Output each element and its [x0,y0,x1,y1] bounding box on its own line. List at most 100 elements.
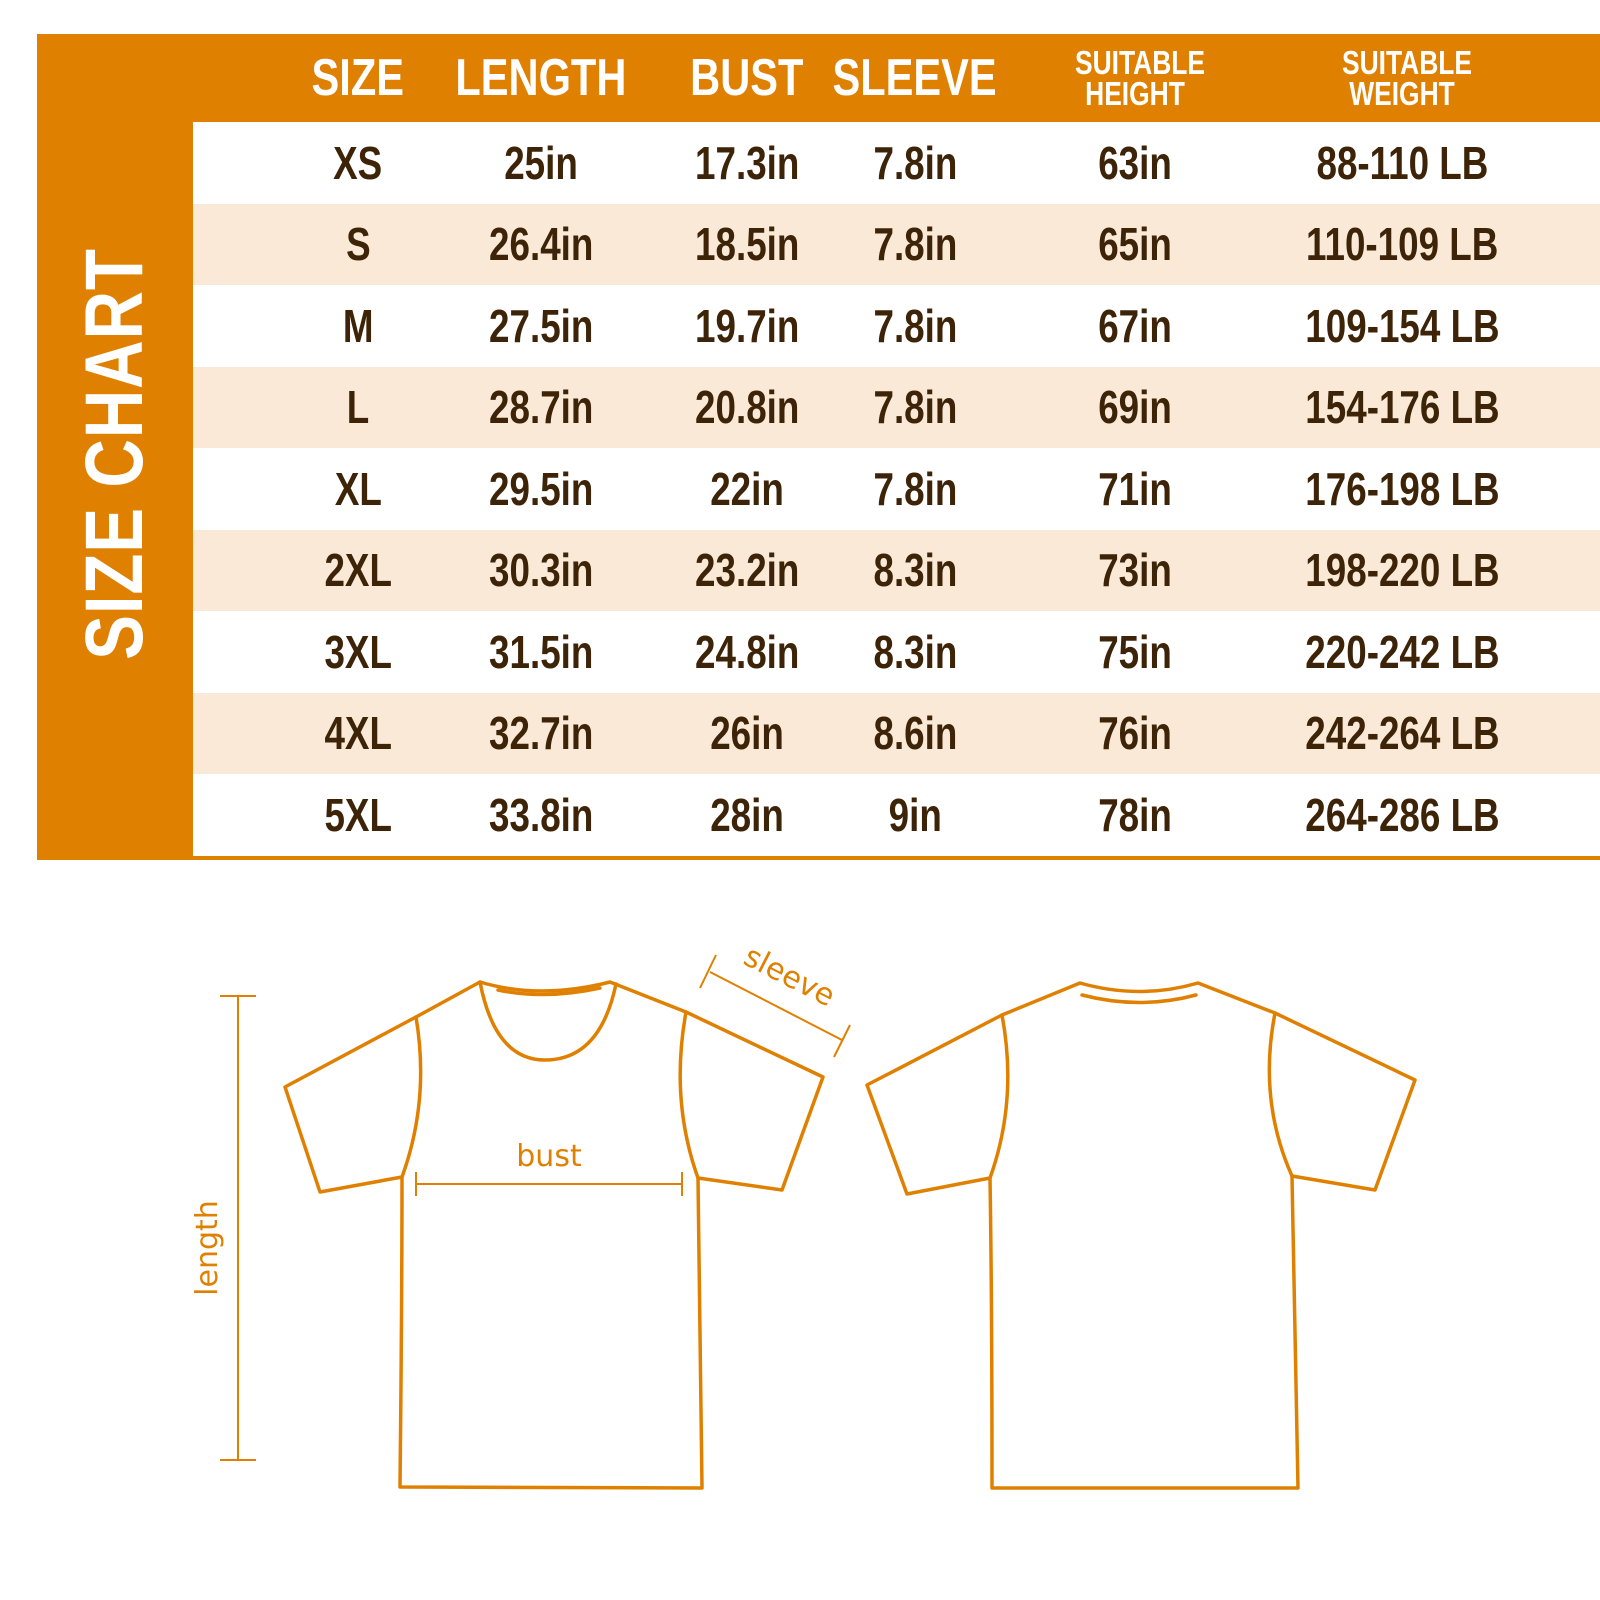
table-row: XS 25in 17.3in 7.8in 63in 88-110 LB [193,122,1600,204]
table-cell: 198-220 LB [1242,530,1562,612]
table-cell: 30.3in [441,530,641,612]
table-cell: 8.3in [825,530,1005,612]
table-row: XL 29.5in 22in 7.8in 71in 176-198 LB [193,448,1600,530]
side-banner: SIZE CHART [37,34,193,860]
cell-value: 7.8in [873,381,957,434]
column-header: SUITABLE HEIGHT [1015,34,1255,122]
cell-value: 4XL [324,707,392,760]
table-cell: M [278,285,438,367]
cell-value: 33.8in [488,788,594,841]
cell-value: 18.5in [694,218,800,271]
column-header-label: SUITABLE WEIGHT [1342,44,1473,112]
cell-value: 220-242 LB [1304,625,1500,678]
front-collar [478,980,618,1062]
table-cell: XS [278,122,438,204]
cell-value: 7.8in [873,218,957,271]
table-cell: 23.2in [647,530,847,612]
cell-value: 242-264 LB [1304,707,1500,760]
cell-value: 8.3in [873,544,957,597]
size-chart: SIZE CHART SIZE LENGTH BUST SLEEVE SUITABLE … [37,34,1600,860]
table-cell: 20.8in [647,367,847,449]
table-header: SIZE LENGTH BUST SLEEVE SUITABLE HEIGHT SUITA… [37,34,1600,122]
cell-value: 28.7in [488,381,594,434]
table-cell: 31.5in [441,611,641,693]
table-row: 3XL 31.5in 24.8in 8.3in 75in 220-242 LB [193,611,1600,693]
table-cell: XL [278,448,438,530]
table-cell: 29.5in [441,448,641,530]
table-cell: 33.8in [441,774,641,856]
cell-value: 88-110 LB [1316,136,1488,189]
cell-value: XS [333,136,383,189]
cell-value: 76in [1098,707,1172,760]
table-cell: 78in [1015,774,1255,856]
chart-title: SIZE CHART [69,248,160,660]
column-header: BUST [647,34,847,122]
cell-value: 20.8in [694,381,800,434]
table-row: 4XL 32.7in 26in 8.6in 76in 242-264 LB [193,692,1600,775]
table-cell: 88-110 LB [1242,122,1562,204]
table-cell: 22in [647,448,847,530]
table-cell: 75in [1015,611,1255,693]
cell-value: 30.3in [488,544,594,597]
cell-value: S [345,218,371,271]
column-header-label: BUST [690,49,804,107]
cell-value: 3XL [324,625,392,678]
cell-value: 154-176 LB [1304,381,1500,434]
cell-value: 7.8in [873,462,957,515]
cell-value: 73in [1098,544,1172,597]
cell-value: 69in [1098,381,1172,434]
cell-value: 23.2in [694,544,800,597]
table-row: M 27.5in 19.7in 7.8in 67in 109-154 LB [193,285,1600,367]
cell-value: XL [334,462,382,515]
table-cell: 27.5in [441,285,641,367]
cell-value: 5XL [324,788,392,841]
cell-value: 78in [1098,788,1172,841]
column-header-label: SUITABLE HEIGHT [1075,44,1206,112]
table-cell: 65in [1015,204,1255,286]
table-row: L 28.7in 20.8in 7.8in 69in 154-176 LB [193,366,1600,449]
table-cell: 19.7in [647,285,847,367]
table-cell: 17.3in [647,122,847,204]
table-cell: 7.8in [825,285,1005,367]
table-cell: 5XL [278,774,438,856]
table-body: XS 25in 17.3in 7.8in 63in 88-110 LB S 26.4in 18.… [193,122,1600,856]
table-cell: 242-264 LB [1242,693,1562,775]
table-cell: S [278,204,438,286]
cell-value: 28in [710,788,784,841]
table-cell: 176-198 LB [1242,448,1562,530]
cell-value: 7.8in [873,136,957,189]
table-cell: 69in [1015,367,1255,449]
table-cell: 109-154 LB [1242,285,1562,367]
table-cell: 73in [1015,530,1255,612]
cell-value: 2XL [324,544,392,597]
cell-value: 63in [1098,136,1172,189]
table-cell: 7.8in [825,122,1005,204]
cell-value: 8.6in [873,707,957,760]
cell-value: 26.4in [488,218,594,271]
column-header-label: LENGTH [455,49,627,107]
cell-value: 71in [1098,462,1172,515]
cell-value: 22in [710,462,784,515]
column-header: SIZE [278,34,438,122]
sleeve-label: sleeve [738,939,840,1014]
table-cell: 4XL [278,693,438,775]
cell-value: L [346,381,370,434]
column-header-label: SIZE [311,49,405,107]
cell-value: 19.7in [694,299,800,352]
cell-value: 65in [1098,218,1172,271]
table-cell: 7.8in [825,448,1005,530]
column-header: SUITABLE WEIGHT [1242,34,1562,122]
front-tshirt [283,980,825,1490]
cell-value: 110-109 LB [1305,218,1499,271]
table-row: S 26.4in 18.5in 7.8in 65in 110-109 LB [193,203,1600,286]
cell-value: 176-198 LB [1304,462,1500,515]
column-header: LENGTH [441,34,641,122]
cell-value: 32.7in [488,707,594,760]
table-cell: 3XL [278,611,438,693]
cell-value: 109-154 LB [1304,299,1500,352]
table-row: 2XL 30.3in 23.2in 8.3in 73in 198-220 LB [193,529,1600,612]
table-cell: 24.8in [647,611,847,693]
table-cell: 8.3in [825,611,1005,693]
table-cell: 28.7in [441,367,641,449]
cell-value: 24.8in [694,625,800,678]
